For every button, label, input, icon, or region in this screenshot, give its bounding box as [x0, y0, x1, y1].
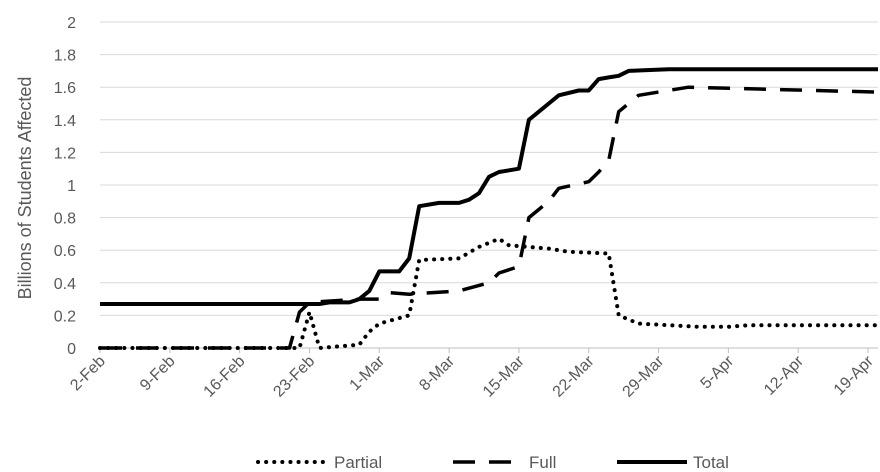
y-axis-tick-labels: 0 0.2 0.4 0.6 0.8 1 1.2 1.4 1.6 1.8 2: [54, 15, 76, 358]
x-tick-label: 16-Feb: [201, 353, 249, 401]
y-tick-label: 0.6: [54, 243, 76, 260]
y-axis-label: Billions of Students Affected: [15, 77, 35, 300]
legend-label-full: Full: [529, 453, 556, 472]
y-tick-label: 0.8: [54, 211, 76, 228]
y-tick-label: 0.2: [54, 308, 76, 325]
gridlines: [100, 21, 878, 349]
y-tick-label: 1.4: [54, 113, 76, 130]
legend-label-partial: Partial: [334, 453, 382, 472]
x-axis-tick-labels: 2-Feb 9-Feb 16-Feb 23-Feb 1-Mar 8-Mar 15-Mar 22…: [67, 347, 878, 401]
x-tick-label: 1-Mar: [347, 352, 389, 394]
x-tick-label: 23-Feb: [270, 353, 318, 401]
y-tick-label: 1.6: [54, 80, 76, 97]
x-tick-label: 12-Apr: [761, 352, 807, 398]
y-tick-label: 1.8: [54, 48, 76, 65]
y-tick-label: 1: [67, 178, 76, 195]
series-lines: [98, 67, 880, 350]
x-tick-label: 8-Mar: [416, 352, 458, 394]
series-line-total: [100, 67, 878, 306]
y-tick-label: 2: [67, 15, 76, 32]
series-line-partial: [98, 236, 880, 350]
y-tick-label: 0.4: [54, 276, 76, 293]
x-tick-label: 5-Apr: [698, 352, 738, 392]
x-tick-label: 22-Mar: [550, 352, 598, 400]
y-tick-label: 0: [67, 341, 76, 358]
legend-label-total: Total: [693, 453, 729, 472]
x-tick-label: 29-Mar: [620, 352, 668, 400]
legend: Partial Full Total: [256, 453, 729, 472]
x-tick-label: 19-Apr: [831, 352, 877, 398]
x-tick-label: 2-Feb: [67, 353, 109, 395]
y-tick-label: 1.2: [54, 145, 76, 162]
x-tick-label: 15-Mar: [480, 352, 528, 400]
x-tick-label: 9-Feb: [137, 353, 179, 395]
